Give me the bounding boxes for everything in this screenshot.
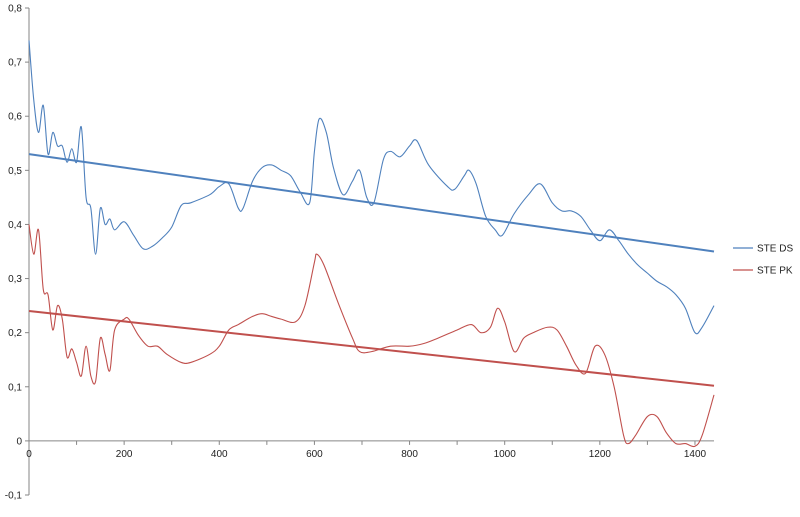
x-axis-ticks: 0 200 400 600 800 1000 1200 1400 — [26, 440, 707, 460]
trendline-1 — [28, 153, 715, 253]
x-tick-label: 1000 — [494, 449, 517, 460]
x-tick-label: 200 — [116, 449, 133, 460]
series-line-1 — [28, 40, 715, 335]
y-tick-label: -0,1 — [5, 491, 23, 502]
chart-series — [28, 40, 715, 448]
y-axis-ticks: -0,1 0 0,1 0,2 0,3 0,4 0,5 0,6 0,7 0,8 — [5, 4, 29, 502]
x-tick-label: 0 — [26, 449, 32, 460]
chart-legend: STE DS STE PK — [733, 244, 793, 277]
y-tick-label: 0,6 — [8, 112, 22, 123]
y-tick-label: 0,8 — [8, 4, 22, 15]
y-tick-label: 0,2 — [8, 328, 22, 339]
y-tick-label: 0,5 — [8, 166, 22, 177]
y-tick-label: 0,7 — [8, 58, 22, 69]
x-tick-label: 1200 — [589, 449, 612, 460]
series-line-2 — [28, 224, 715, 448]
x-tick-label: 800 — [401, 449, 418, 460]
y-tick-label: 0,1 — [8, 382, 22, 393]
y-tick-label: 0 — [16, 436, 22, 447]
chart-axes — [28, 8, 714, 495]
legend-label: STE DS — [757, 244, 793, 255]
trendline-2 — [28, 310, 715, 387]
chart-trendlines — [28, 153, 715, 387]
legend-label: STE PK — [757, 266, 793, 277]
x-tick-label: 600 — [306, 449, 323, 460]
y-tick-label: 0,3 — [8, 274, 22, 285]
y-tick-label: 0,4 — [8, 220, 22, 231]
x-tick-label: 400 — [211, 449, 228, 460]
x-tick-label: 1400 — [684, 449, 707, 460]
